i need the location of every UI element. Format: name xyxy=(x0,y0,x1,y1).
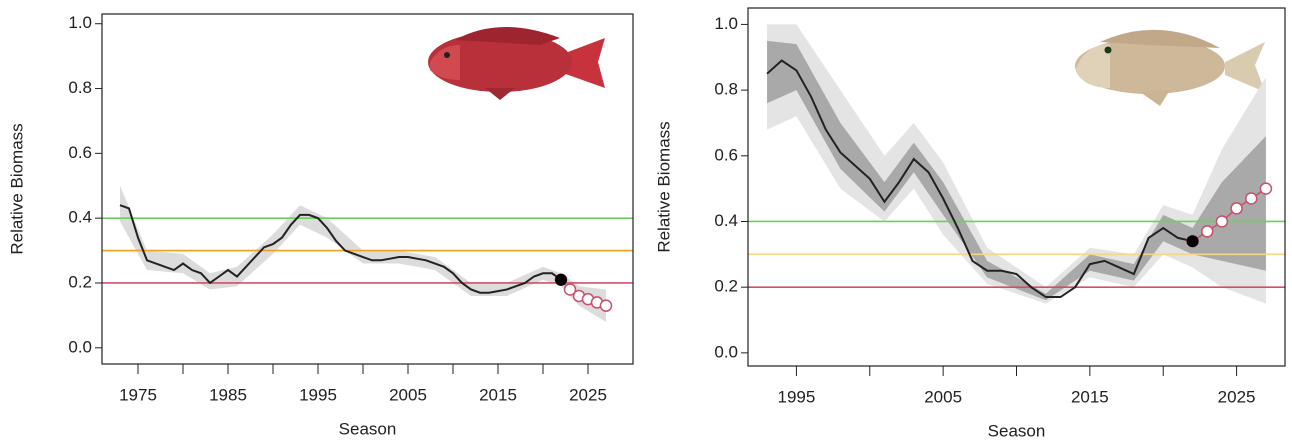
y-tick-label: 0.6 xyxy=(68,143,92,162)
x-tick-label: 1975 xyxy=(119,385,157,404)
projection-point xyxy=(601,300,612,311)
projection-point xyxy=(1202,226,1213,237)
y-tick-label: 0.8 xyxy=(714,80,738,99)
y-tick-label: 0.4 xyxy=(714,211,738,230)
projection-point xyxy=(1246,193,1257,204)
x-tick-label: 2015 xyxy=(1071,387,1109,406)
y-tick-label: 0.6 xyxy=(714,145,738,164)
projection-point xyxy=(1260,183,1271,194)
chart: 0.0 0.2 0.4 0.6 0.8 1.0 1975 1985 1995 2005 2015 20… xyxy=(0,0,1292,446)
x-tick-label: 1995 xyxy=(299,385,337,404)
y-tick-label: 1.0 xyxy=(714,14,738,33)
x-axis-label: Season xyxy=(988,421,1046,440)
y-tick-label: 0.2 xyxy=(714,277,738,296)
y-tick-label: 0.0 xyxy=(714,342,738,361)
x-tick-label: 2025 xyxy=(1218,387,1256,406)
confidence-band xyxy=(120,186,606,322)
y-tick-label: 1.0 xyxy=(68,13,92,32)
y-axis-label: Relative Biomass xyxy=(654,121,673,252)
y-tick-label: 0.4 xyxy=(68,208,92,227)
y-axis-label: Relative Biomass xyxy=(7,123,26,254)
y-tick-label: 0.2 xyxy=(68,272,92,291)
x-tick-label: 2005 xyxy=(924,387,962,406)
page: 0.0 0.2 0.4 0.6 0.8 1.0 1975 1985 1995 2005 2015 20… xyxy=(0,0,1292,446)
current-point xyxy=(555,274,567,286)
x-tick-label: 2005 xyxy=(389,385,427,404)
projection-point xyxy=(1231,203,1242,214)
y-tick-label: 0.0 xyxy=(68,337,92,356)
x-axis-label: Season xyxy=(339,419,397,438)
current-point xyxy=(1187,235,1199,247)
projection-point xyxy=(1216,216,1227,227)
x-tick-label: 2015 xyxy=(479,385,517,404)
y-tick-label: 0.8 xyxy=(68,78,92,97)
red-snapper-illustration xyxy=(428,27,605,100)
x-tick-label: 1985 xyxy=(209,385,247,404)
porgy-illustration xyxy=(1075,30,1265,106)
x-tick-label: 1995 xyxy=(778,387,816,406)
x-tick-label: 2025 xyxy=(569,385,607,404)
